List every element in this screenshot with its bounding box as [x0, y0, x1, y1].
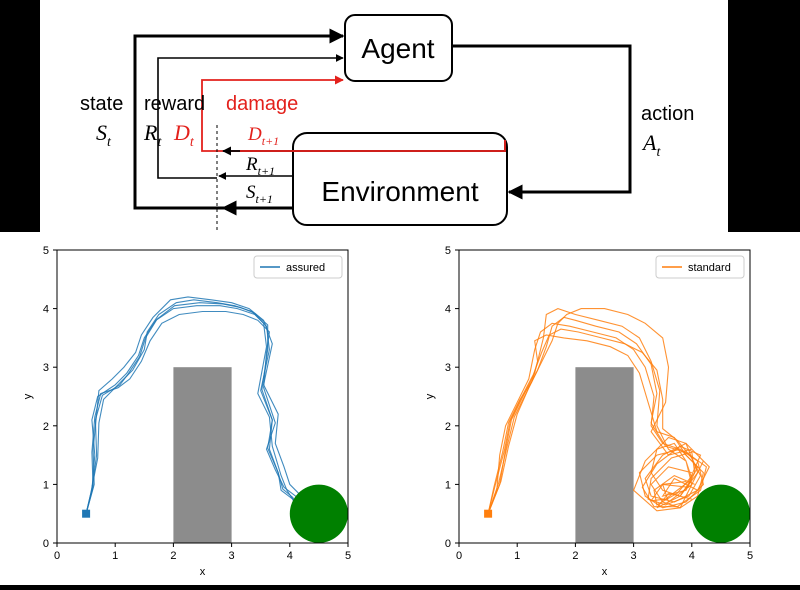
plot-standard: 0 1 2 3 4 5 0 1 2 3 4 5 x y standard	[424, 245, 753, 578]
reward-word: reward	[144, 93, 205, 115]
y-tick-label: 4	[43, 304, 49, 316]
trajectory-line-4	[487, 328, 702, 514]
rl-diagram: Agent Environment state St reward Rt dam…	[40, 0, 728, 232]
y-tick-label: 3	[43, 362, 49, 374]
action-symbol: At	[641, 130, 661, 160]
trajectory-line-0	[85, 305, 297, 514]
legend-box	[655, 255, 745, 279]
y-axis-label: y	[424, 393, 436, 399]
trajectory-plots: 0 1 2 3 4 5 0 1 2 3 4 5 x y assured 0 1 2 3 4 5 0 1 2 3 4 5 x y stan…	[0, 232, 800, 585]
x-tick-label: 3	[229, 550, 235, 562]
obstacle-rect	[575, 367, 634, 543]
y-tick-label: 1	[43, 479, 49, 491]
reward-next-symbol: Rt+1	[245, 154, 275, 178]
start-marker	[484, 509, 493, 518]
rl-diagram-svg: Agent Environment state St reward Rt dam…	[80, 14, 694, 230]
x-tick-label: 1	[112, 550, 118, 562]
environment-label: Environment	[321, 176, 478, 207]
legend-box	[253, 255, 343, 279]
state-symbol: St	[96, 120, 112, 150]
state-word: state	[80, 93, 123, 115]
y-tick-label: 2	[445, 421, 451, 433]
environment-box	[292, 132, 508, 226]
axes-frame	[458, 249, 751, 544]
axes-frame	[56, 249, 349, 544]
x-tick-label: 4	[287, 550, 293, 562]
trajectory-line-1	[85, 310, 299, 514]
state-next-symbol: St+1	[246, 182, 273, 206]
trajectory-line-3	[85, 296, 302, 514]
x-axis-label: x	[602, 566, 608, 578]
plot-assured: 0 1 2 3 4 5 0 1 2 3 4 5 x y assured	[22, 245, 351, 578]
reward-symbol: Rt	[143, 120, 162, 150]
y-tick-label: 2	[43, 421, 49, 433]
y-axis-label: y	[22, 393, 34, 399]
x-tick-label: 4	[689, 550, 695, 562]
x-tick-label: 1	[514, 550, 520, 562]
action-arrow	[452, 44, 632, 200]
obstacle-rect	[173, 367, 232, 543]
y-tick-label: 4	[445, 304, 451, 316]
x-tick-label: 5	[345, 550, 351, 562]
goal-circle	[289, 484, 348, 543]
damage-symbol: Dt	[173, 120, 195, 150]
y-tick-label: 3	[445, 362, 451, 374]
start-marker	[82, 509, 91, 518]
x-tick-label: 3	[631, 550, 637, 562]
agent-box	[344, 14, 453, 82]
damage-red-overlay	[240, 140, 506, 152]
y-tick-label: 1	[445, 479, 451, 491]
damage-word: damage	[226, 93, 298, 115]
x-tick-label: 2	[572, 550, 578, 562]
y-tick-label: 0	[43, 538, 49, 550]
x-axis-label: x	[200, 566, 206, 578]
y-tick-label: 5	[43, 245, 49, 257]
y-tick-label: 0	[445, 538, 451, 550]
x-tick-label: 2	[170, 550, 176, 562]
goal-circle	[691, 484, 751, 543]
action-word: action	[641, 103, 694, 125]
agent-label: Agent	[361, 33, 434, 64]
trajectory-line-3	[487, 308, 710, 514]
trajectory-line-4	[85, 302, 298, 514]
y-tick-label: 5	[445, 245, 451, 257]
x-tick-label: 5	[747, 550, 753, 562]
damage-next-symbol: Dt+1	[247, 124, 279, 148]
x-tick-label: 0	[54, 550, 60, 562]
legend-label: assured	[286, 262, 325, 274]
x-tick-label: 0	[456, 550, 462, 562]
trajectory-plots-svg: 0 1 2 3 4 5 0 1 2 3 4 5 x y assured 0 1 2 3 4 5 0 1 2 3 4 5 x y stan…	[22, 245, 753, 578]
trajectory-line-2	[85, 299, 297, 514]
legend-label: standard	[688, 262, 731, 274]
trajectory-line-1	[487, 322, 705, 514]
state-arrow	[133, 28, 345, 210]
reward-arrow	[157, 54, 344, 179]
trajectory-line-5	[487, 316, 708, 514]
